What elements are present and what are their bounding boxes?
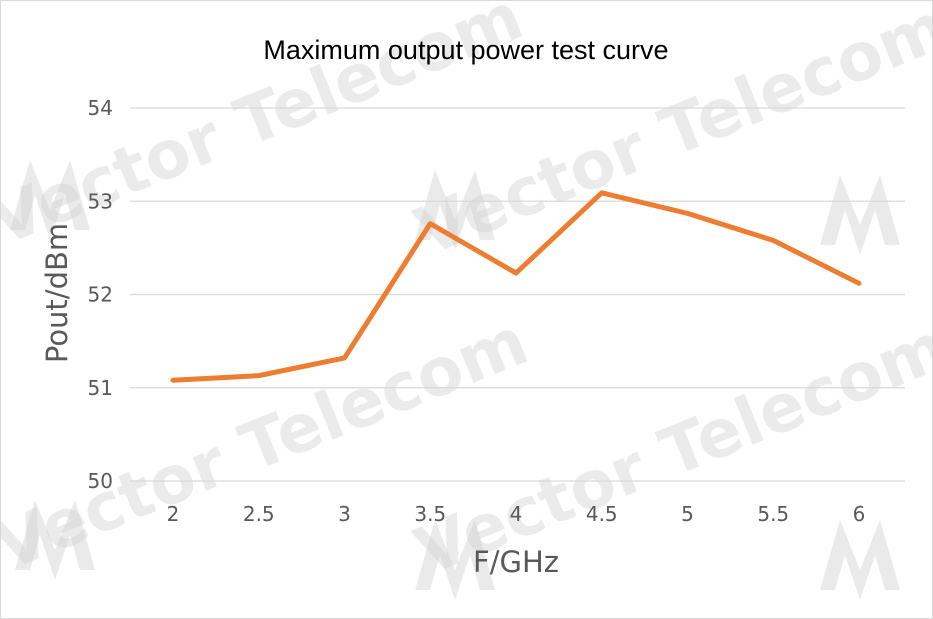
y-tick-label: 53	[88, 189, 113, 213]
watermark-logo-icon	[820, 520, 900, 600]
x-tick-label: 3.5	[414, 502, 446, 526]
watermark-logo-icon	[10, 160, 90, 240]
x-tick-label: 4	[510, 502, 523, 526]
y-tick-label: 52	[88, 283, 113, 307]
watermark-logo-icon	[415, 170, 495, 250]
x-axis-ticks: 2 2.5 3 3.5 4 4.5 5 5.5 6	[167, 502, 866, 526]
x-tick-label: 5.5	[757, 502, 789, 526]
gridlines	[130, 107, 905, 482]
x-tick-label: 5	[681, 502, 694, 526]
watermark-logo-icon	[15, 500, 95, 580]
chart-title: Maximum output power test curve	[263, 35, 668, 65]
watermark-logo-icon	[415, 520, 495, 600]
series-layer	[170, 190, 862, 383]
y-tick-label: 51	[88, 376, 113, 400]
y-axis-label: Pout/dBm	[40, 223, 74, 363]
y-axis-ticks: 50 51 52 53 54	[88, 96, 113, 493]
x-tick-label: 6	[853, 502, 866, 526]
x-tick-label: 3	[338, 502, 351, 526]
x-tick-label: 2	[167, 502, 180, 526]
x-tick-label: 2.5	[243, 502, 275, 526]
x-tick-label: 4.5	[586, 502, 618, 526]
x-axis-label: F/GHz	[473, 545, 559, 579]
watermark-logo-icon	[820, 175, 900, 255]
y-tick-label: 54	[88, 96, 113, 120]
y-tick-label: 50	[88, 469, 113, 493]
